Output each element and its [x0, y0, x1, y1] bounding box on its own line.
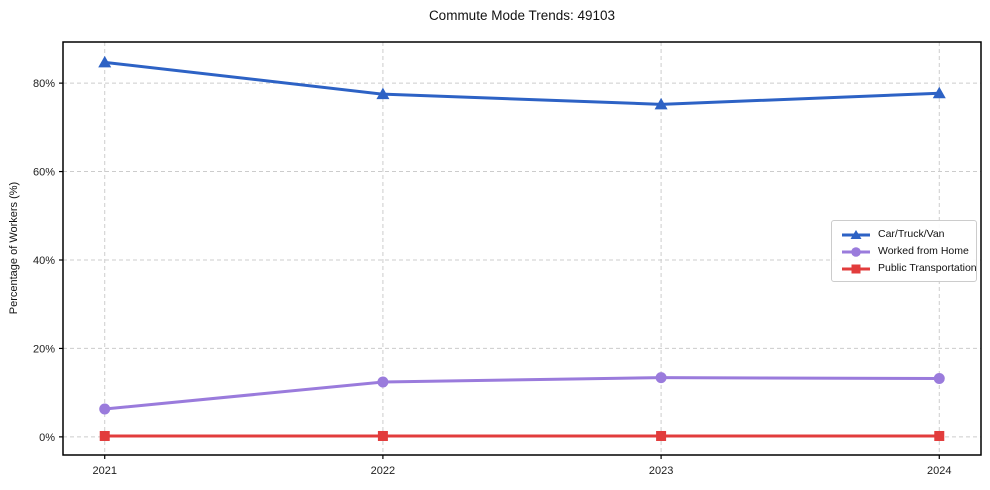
y-tick-label: 60%: [33, 167, 55, 179]
y-tick-label: 0%: [39, 432, 55, 444]
legend-item-car-truck-van: Car/Truck/Van: [841, 227, 968, 241]
data-point-circle-icon: [655, 372, 667, 384]
triangle-line-marker-icon: [841, 228, 871, 240]
legend-swatch-graphic: [842, 230, 870, 239]
data-point-triangle-icon: [654, 97, 668, 110]
legend-label: Car/Truck/Van: [878, 228, 945, 240]
x-tick-label: 2023: [649, 465, 673, 477]
x-tick-label: 2022: [371, 465, 395, 477]
data-point-square-icon: [656, 430, 667, 441]
data-point-triangle-icon: [98, 55, 112, 68]
y-tick-label: 80%: [33, 78, 55, 90]
x-tick-label: 2021: [92, 465, 116, 477]
legend-label: Public Transportation: [878, 262, 977, 274]
y-tick-label: 40%: [33, 255, 55, 267]
chart-title: Commute Mode Trends: 49103: [428, 8, 616, 23]
axes-box: [62, 41, 982, 456]
data-point-square-icon: [934, 430, 945, 441]
legend-label: Worked from Home: [878, 245, 969, 257]
legend: Car/Truck/Van Worked from Home Public Tr…: [831, 220, 977, 282]
legend-triangle-icon: [850, 230, 862, 239]
data-point-square-icon: [377, 430, 388, 441]
series-line-car-truck-van: [103, 60, 941, 106]
data-point-triangle-icon: [376, 87, 390, 100]
data-point-circle-icon: [99, 403, 111, 415]
series-line-worked-from-home: [103, 376, 941, 411]
data-point-triangle-icon: [932, 86, 946, 99]
legend-circle-icon: [851, 247, 861, 257]
legend-swatch-graphic: [842, 264, 870, 274]
x-tick-label: 2024: [927, 465, 951, 477]
data-point-square-icon: [99, 430, 110, 441]
data-point-circle-icon: [377, 376, 389, 388]
legend-item-public-transportation: Public Transportation: [841, 261, 977, 275]
legend-swatch-graphic: [842, 247, 870, 257]
y-tick-label: 20%: [33, 343, 55, 355]
data-point-circle-icon: [933, 373, 945, 385]
legend-item-worked-from-home: Worked from Home: [841, 244, 969, 258]
circle-line-marker-icon: [841, 245, 871, 257]
square-line-marker-icon: [841, 262, 871, 274]
legend-square-icon: [851, 264, 861, 274]
